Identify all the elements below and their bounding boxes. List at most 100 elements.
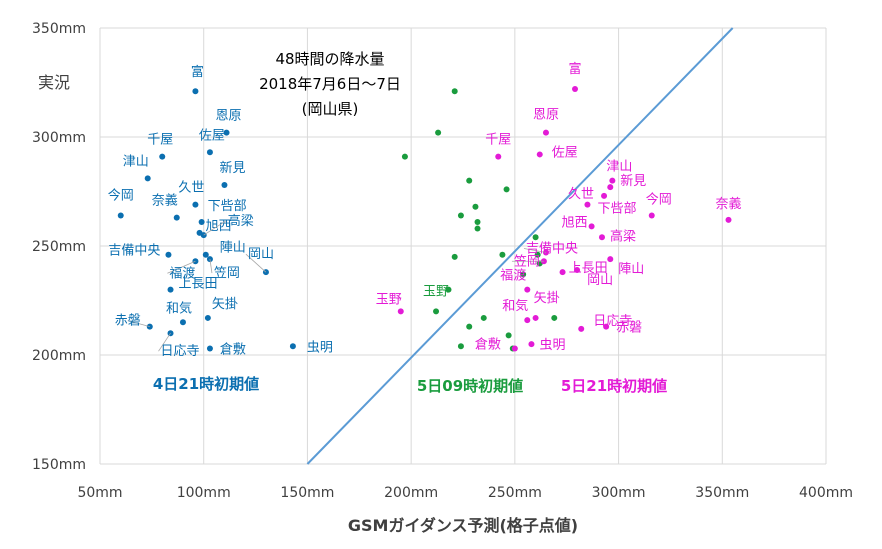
data-point	[433, 308, 440, 315]
data-point	[511, 345, 518, 352]
data-label: 虫明	[539, 338, 565, 353]
data-label: 笠岡	[214, 266, 240, 281]
data-point	[202, 251, 209, 258]
data-point	[534, 251, 541, 258]
series-title: 4日21時初期値	[153, 375, 259, 393]
data-point	[466, 323, 473, 330]
data-point	[495, 153, 502, 160]
chart-annotation: 48時間の降水量 2018年7月6日～7日 (岡山県)	[259, 50, 401, 118]
data-label: 和気	[166, 300, 192, 316]
data-label: 旭西	[562, 215, 588, 230]
leader-line	[167, 260, 196, 274]
data-label: 恩原	[533, 108, 559, 123]
data-label: 倉敷	[475, 337, 501, 352]
x-axis-title: GSMガイダンス予測(格子点値)	[348, 516, 578, 535]
diagonal-line	[306, 27, 734, 465]
data-point	[520, 271, 527, 278]
x-tick-label: 300mm	[592, 485, 646, 501]
x-tick-label: 400mm	[799, 485, 853, 501]
annotation-line: 48時間の降水量	[275, 50, 384, 68]
x-tick-label: 350mm	[695, 485, 749, 501]
leader-line	[523, 248, 547, 253]
data-point	[524, 317, 531, 324]
data-label: 今岡	[646, 191, 672, 207]
data-point	[551, 314, 558, 321]
data-point	[451, 88, 458, 95]
data-point	[499, 251, 506, 258]
series-titles: 4日21時初期値 5日09時初期値 5日21時初期値	[153, 375, 667, 395]
data-label: 千屋	[485, 133, 511, 148]
data-point	[117, 212, 124, 219]
data-label: 津山	[606, 160, 632, 175]
data-point	[542, 129, 549, 136]
x-tick-label: 150mm	[280, 485, 334, 501]
x-tick-label: 200mm	[384, 485, 438, 501]
data-point	[457, 212, 464, 219]
y-tick-label: 200mm	[32, 348, 86, 364]
data-label: 新見	[219, 160, 245, 176]
data-point	[451, 253, 458, 260]
data-label: 玉野	[376, 292, 402, 307]
data-label: 奈義	[152, 193, 178, 209]
data-point	[474, 219, 481, 226]
data-point	[532, 314, 539, 321]
data-label: 千屋	[147, 133, 173, 148]
data-label: 日応寺	[161, 344, 200, 359]
data-label: 今岡	[108, 187, 134, 203]
data-label: 赤磐	[616, 321, 642, 336]
data-point	[192, 201, 199, 208]
data-point	[609, 177, 616, 184]
data-point	[474, 225, 481, 232]
leader-line	[203, 220, 226, 236]
leader-line	[209, 259, 213, 274]
data-label: 恩原	[216, 109, 242, 124]
data-point	[648, 212, 655, 219]
data-label: 津山	[123, 154, 149, 169]
data-label: 矢掛	[212, 297, 238, 312]
data-point	[221, 181, 228, 188]
leader-line	[158, 332, 171, 352]
x-tick-label: 250mm	[488, 485, 542, 501]
data-label: 新見	[620, 173, 646, 189]
data-label: 高梁	[228, 213, 254, 229]
data-point	[198, 219, 205, 226]
data-point	[574, 266, 581, 273]
data-point	[607, 256, 614, 263]
data-point	[206, 149, 213, 156]
data-label: 富	[569, 61, 582, 77]
data-point	[472, 203, 479, 210]
annotation-line: 2018年7月6日～7日	[259, 75, 401, 93]
data-point	[466, 177, 473, 184]
y-tick-label: 350mm	[32, 21, 86, 37]
y-tick-label: 300mm	[32, 130, 86, 146]
data-label: 吉備中央	[108, 243, 160, 259]
x-tick-label: 100mm	[177, 485, 231, 501]
y-axis-ticks: 150mm 200mm 250mm 300mm 350mm	[32, 21, 86, 473]
data-label: 福渡	[169, 265, 195, 281]
data-label: 日応寺	[593, 314, 632, 329]
data-point	[173, 214, 180, 221]
data-point	[144, 175, 151, 182]
data-label: 久世	[178, 181, 204, 196]
data-label: 久世	[568, 187, 594, 202]
data-label: 上長田	[179, 277, 218, 292]
y-tick-label: 150mm	[32, 457, 86, 473]
data-point	[536, 151, 543, 158]
data-label: 佐屋	[552, 145, 578, 160]
data-point	[601, 192, 608, 199]
data-label: 陣山	[220, 241, 246, 256]
grid-lines	[99, 27, 827, 465]
reference-line	[306, 27, 734, 465]
data-point	[559, 269, 566, 276]
data-label: 奈義	[716, 196, 742, 212]
y-tick-label: 250mm	[32, 239, 86, 255]
data-label: 赤磐	[115, 314, 141, 329]
leader-line	[245, 253, 267, 273]
data-label: 虫明	[307, 340, 333, 355]
data-label: 吉備中央	[526, 241, 578, 257]
data-point	[204, 314, 211, 321]
data-label: 福渡	[500, 268, 526, 284]
x-axis-ticks: 50mm 100mm 150mm 200mm 250mm 300mm 350mm 400mm	[77, 485, 853, 501]
